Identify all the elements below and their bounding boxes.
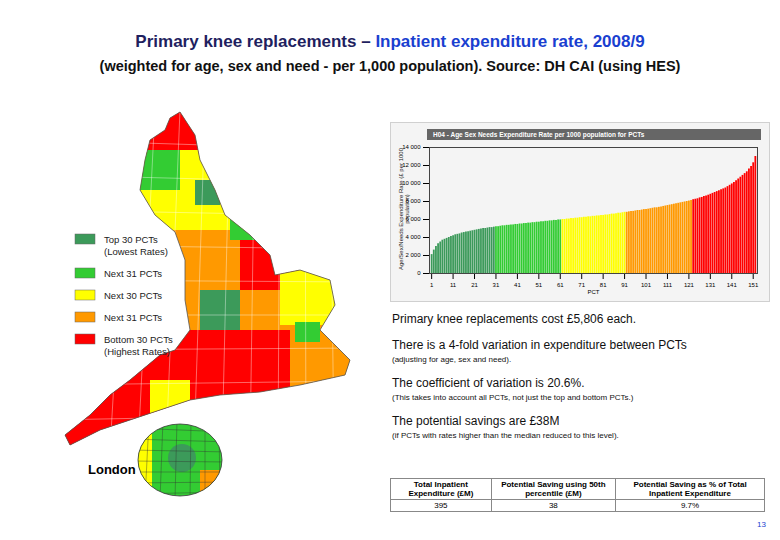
svg-text:51: 51 — [535, 282, 542, 288]
svg-text:Top 30 PCTs: Top 30 PCTs — [104, 234, 158, 245]
svg-text:81: 81 — [600, 282, 607, 288]
svg-text:14 000: 14 000 — [402, 144, 421, 150]
svg-text:121: 121 — [684, 282, 695, 288]
svg-text:0: 0 — [417, 270, 421, 276]
svg-text:10 000: 10 000 — [402, 180, 421, 186]
svg-text:41: 41 — [514, 282, 521, 288]
svg-text:Next 31 PCTs: Next 31 PCTs — [104, 268, 162, 279]
svg-text:131: 131 — [705, 282, 716, 288]
svg-text:London: London — [88, 462, 136, 477]
svg-text:151: 151 — [748, 282, 759, 288]
svg-text:6 000: 6 000 — [405, 216, 421, 222]
svg-text:Next 31 PCTs: Next 31 PCTs — [104, 312, 162, 323]
svg-text:31: 31 — [493, 282, 500, 288]
svg-text:21: 21 — [471, 282, 478, 288]
svg-text:(Lowest Rates): (Lowest Rates) — [104, 246, 168, 257]
svg-text:12 000: 12 000 — [402, 162, 421, 168]
svg-text:91: 91 — [621, 282, 628, 288]
svg-text:8 000: 8 000 — [405, 198, 421, 204]
svg-text:PCT: PCT — [588, 289, 600, 295]
svg-text:1: 1 — [430, 282, 434, 288]
svg-text:71: 71 — [578, 282, 585, 288]
svg-text:11: 11 — [450, 282, 457, 288]
svg-text:101: 101 — [641, 282, 652, 288]
svg-text:(Highest Rates): (Highest Rates) — [104, 346, 170, 357]
svg-text:Bottom 30 PCTs: Bottom 30 PCTs — [104, 334, 173, 345]
svg-text:4 000: 4 000 — [405, 234, 421, 240]
svg-text:2 000: 2 000 — [405, 252, 421, 258]
svg-text:61: 61 — [557, 282, 564, 288]
svg-text:Next 30 PCTs: Next 30 PCTs — [104, 290, 162, 301]
svg-text:141: 141 — [727, 282, 738, 288]
svg-text:111: 111 — [663, 282, 673, 288]
